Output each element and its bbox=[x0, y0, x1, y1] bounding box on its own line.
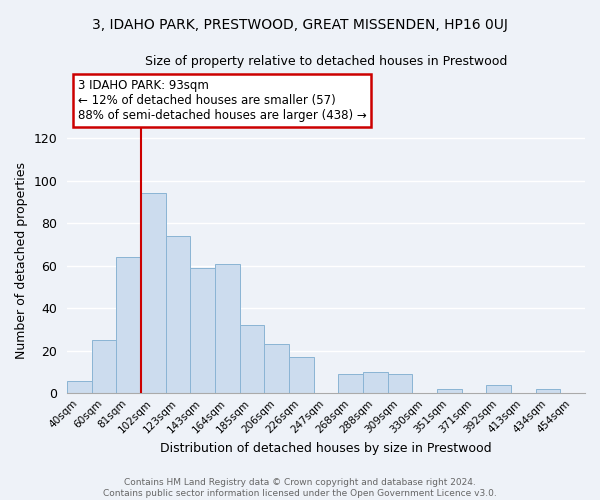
Bar bbox=[67, 380, 92, 394]
Bar bbox=[388, 374, 412, 394]
Bar bbox=[338, 374, 363, 394]
Bar bbox=[166, 236, 190, 394]
Bar bbox=[215, 264, 240, 394]
Bar bbox=[437, 389, 462, 394]
Y-axis label: Number of detached properties: Number of detached properties bbox=[15, 162, 28, 359]
Bar bbox=[240, 326, 265, 394]
Bar bbox=[289, 357, 314, 394]
Bar bbox=[363, 372, 388, 394]
Text: Contains HM Land Registry data © Crown copyright and database right 2024.
Contai: Contains HM Land Registry data © Crown c… bbox=[103, 478, 497, 498]
Text: 3, IDAHO PARK, PRESTWOOD, GREAT MISSENDEN, HP16 0UJ: 3, IDAHO PARK, PRESTWOOD, GREAT MISSENDE… bbox=[92, 18, 508, 32]
Title: Size of property relative to detached houses in Prestwood: Size of property relative to detached ho… bbox=[145, 55, 507, 68]
Bar bbox=[190, 268, 215, 394]
Bar bbox=[141, 194, 166, 394]
Bar bbox=[92, 340, 116, 394]
Bar bbox=[536, 389, 560, 394]
Bar bbox=[487, 385, 511, 394]
Bar bbox=[265, 344, 289, 394]
Bar bbox=[116, 257, 141, 394]
Text: 3 IDAHO PARK: 93sqm
← 12% of detached houses are smaller (57)
88% of semi-detach: 3 IDAHO PARK: 93sqm ← 12% of detached ho… bbox=[77, 79, 366, 122]
X-axis label: Distribution of detached houses by size in Prestwood: Distribution of detached houses by size … bbox=[160, 442, 492, 455]
